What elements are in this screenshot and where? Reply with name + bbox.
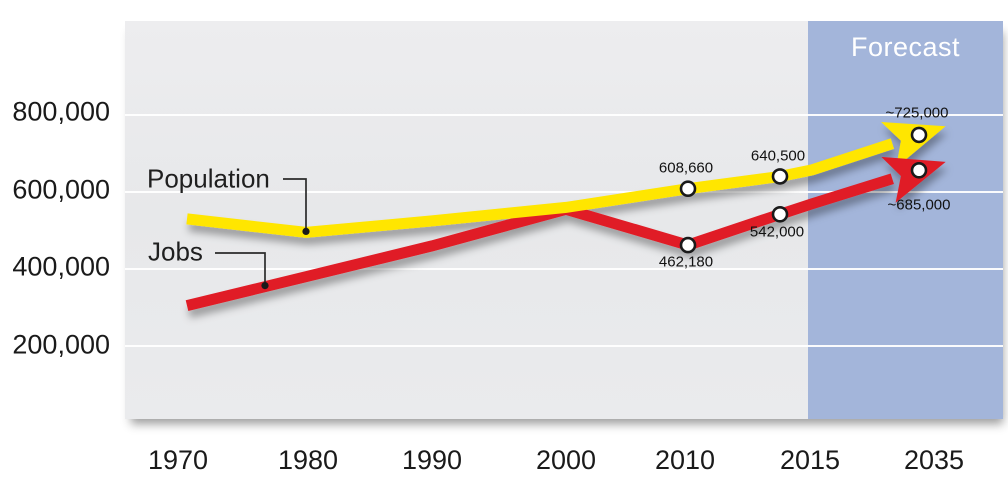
- y-axis-tick-200000: 200,000: [12, 329, 110, 360]
- population-series-label: Population: [147, 163, 270, 194]
- value-label-jobs-2015: 542,000: [749, 223, 805, 241]
- gridline-400000: [125, 268, 1003, 270]
- x-axis-tick-2000: 2000: [535, 445, 597, 475]
- value-label-jobs-2035-forecast: ~685,000: [887, 196, 951, 214]
- x-axis-tick-2035: 2035: [903, 445, 965, 475]
- x-axis-tick-1970: 1970: [147, 445, 209, 475]
- x-axis-tick-1980: 1980: [277, 445, 339, 475]
- y-axis-tick-400000: 400,000: [12, 251, 110, 282]
- y-axis-tick-600000: 600,000: [12, 174, 110, 205]
- plot-area: Forecast: [125, 21, 1003, 419]
- forecast-region: Forecast: [808, 21, 1003, 419]
- value-label-jobs-2010: 462,180: [658, 253, 714, 271]
- gridline-800000: [125, 114, 1003, 116]
- value-label-population-2010: 608,660: [658, 159, 714, 177]
- x-axis-tick-1990: 1990: [401, 445, 463, 475]
- y-axis-tick-800000: 800,000: [12, 96, 110, 127]
- forecast-label: Forecast: [850, 32, 961, 62]
- value-label-population-2035-forecast: ~725,000: [885, 104, 949, 122]
- jobs-series-label: Jobs: [148, 236, 203, 267]
- x-axis-tick-2010: 2010: [654, 445, 716, 475]
- x-axis-tick-2015: 2015: [779, 445, 841, 475]
- gridline-200000: [125, 345, 1003, 347]
- value-label-population-2015: 640,500: [750, 147, 806, 165]
